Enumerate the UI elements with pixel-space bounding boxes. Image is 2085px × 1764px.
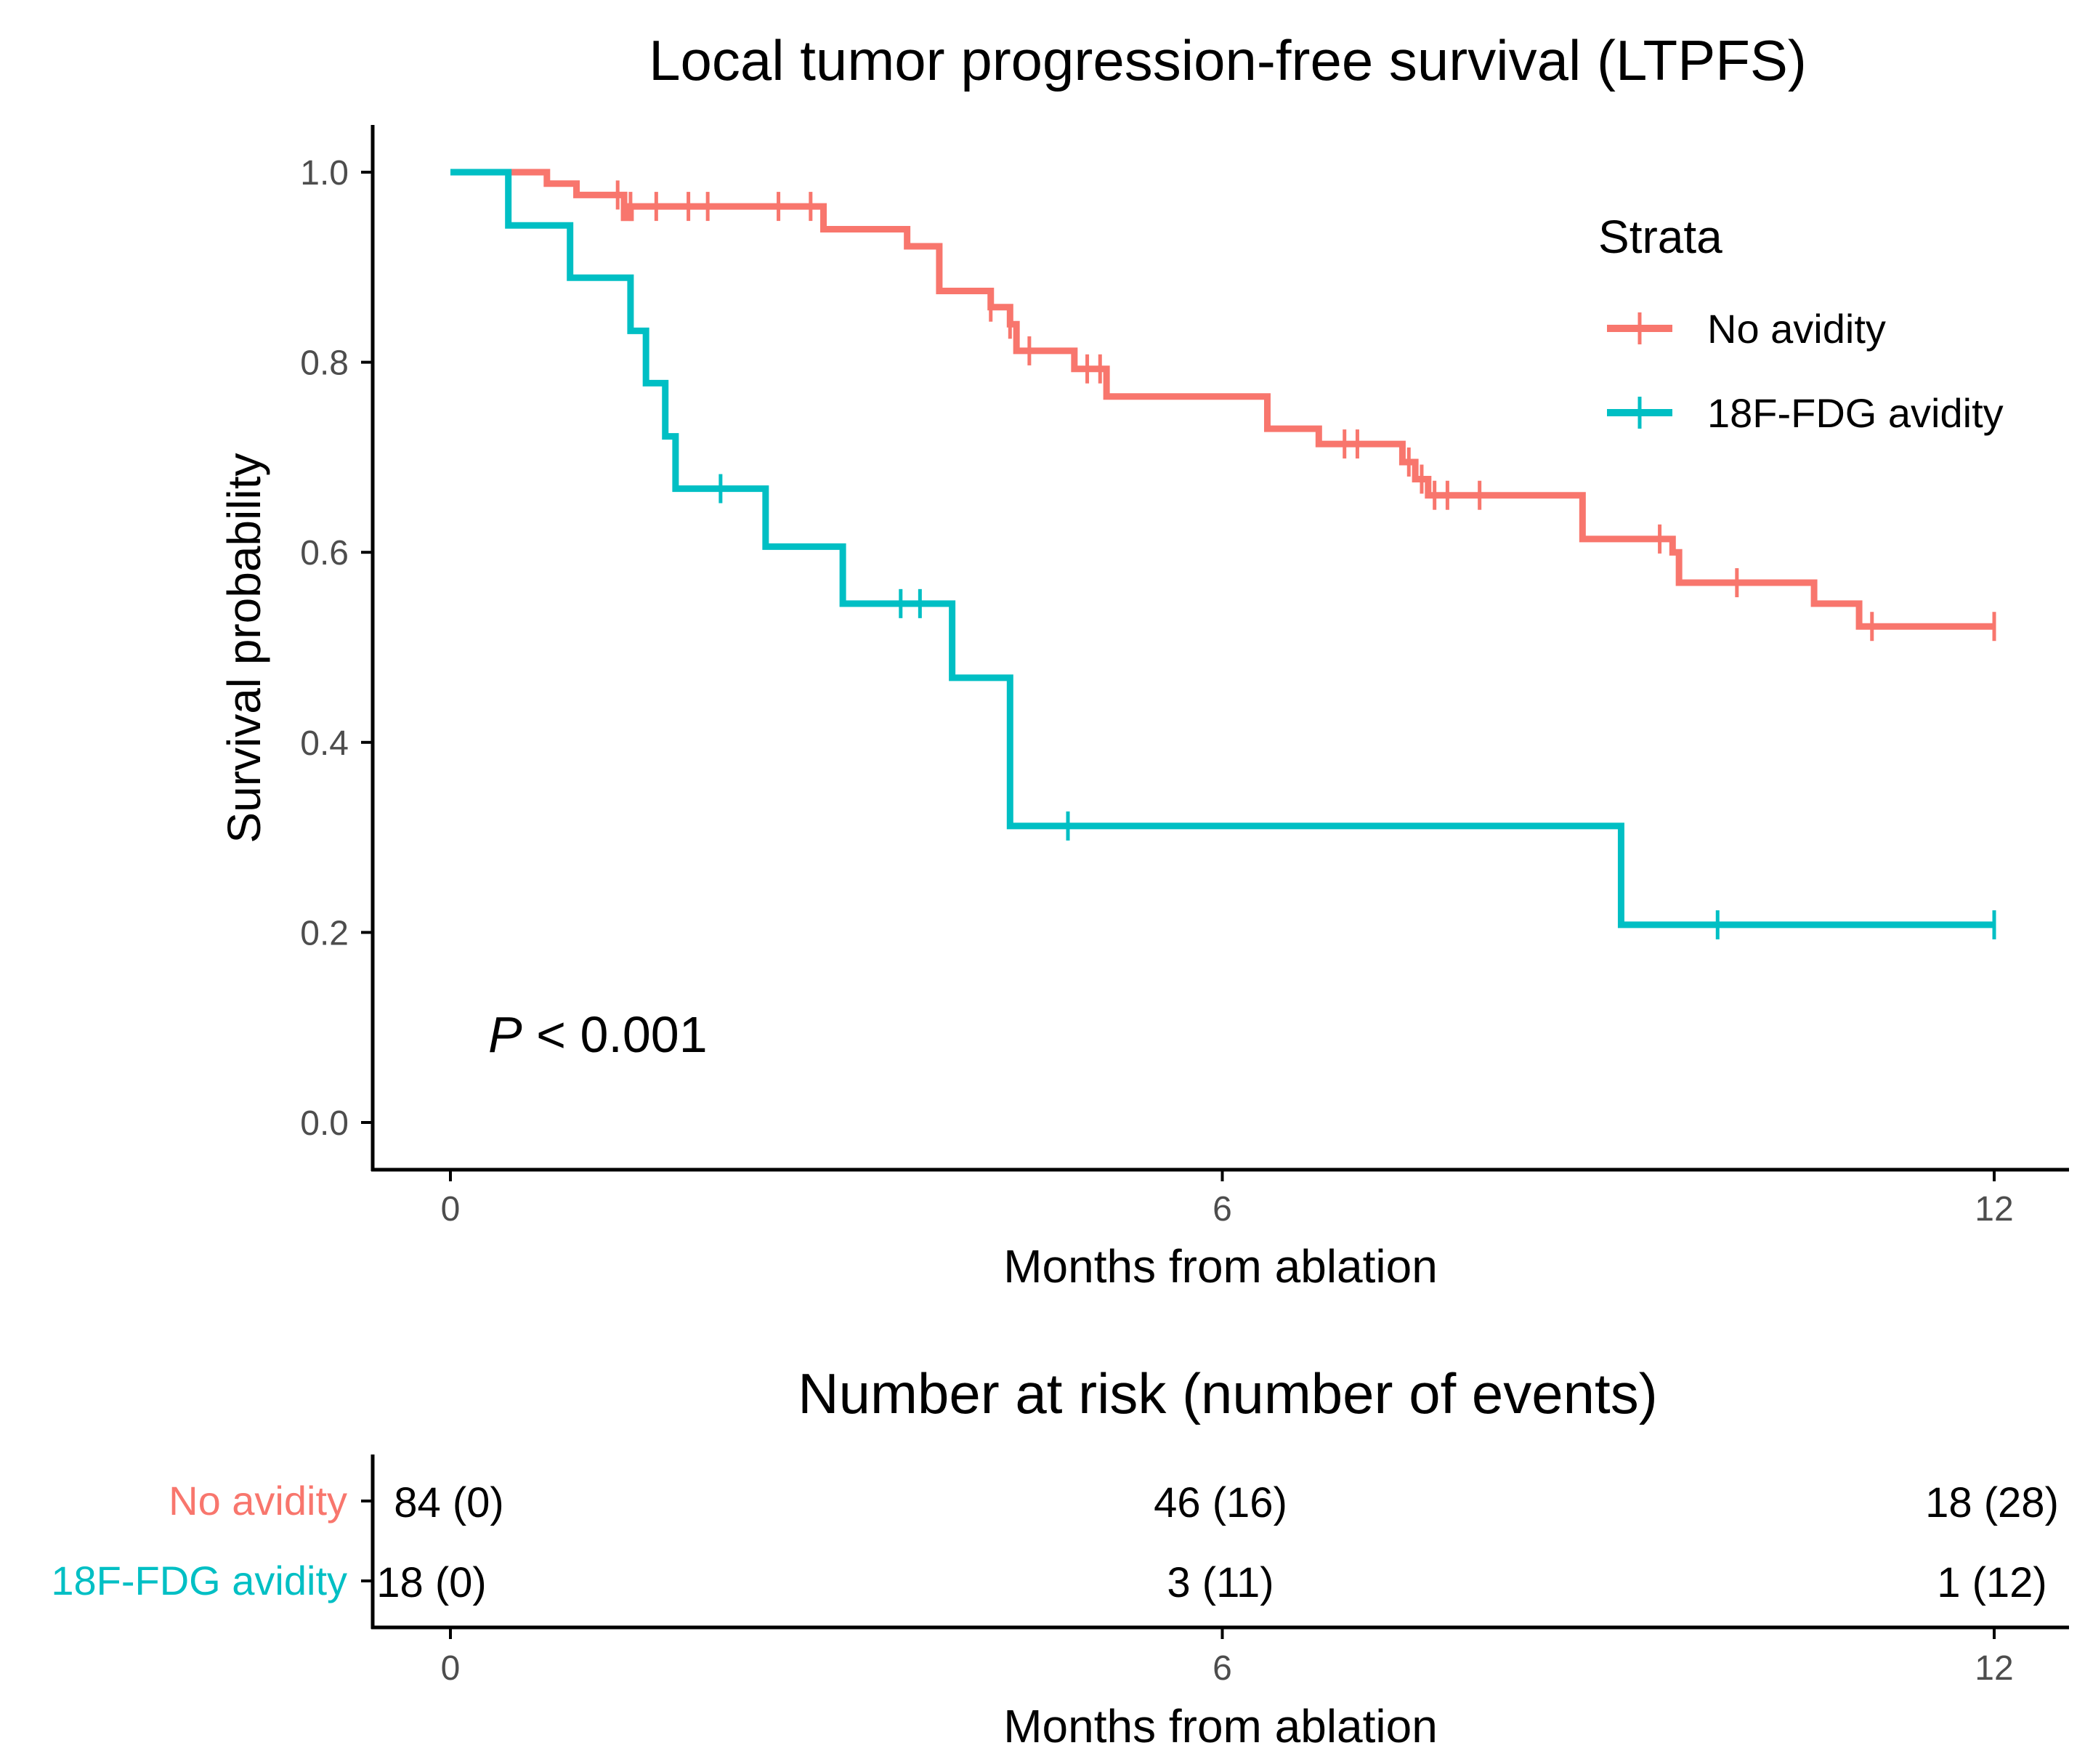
km-curve-fdg-avidity <box>450 169 1994 928</box>
risk-x-tick-label: 6 <box>1212 1649 1232 1688</box>
p-value-annotation: P < 0.001 <box>488 1006 708 1063</box>
risk-row-label-no-avidity: No avidity <box>169 1478 347 1524</box>
risk-x-tick-label: 12 <box>1975 1649 2013 1688</box>
y-tick-label: 1.0 <box>300 154 349 193</box>
chart-title: Local tumor progression-free survival (L… <box>649 28 1807 92</box>
y-tick-label: 0.6 <box>300 534 349 573</box>
risk-cell: 46 (16) <box>1154 1479 1287 1526</box>
legend: Strata No avidity 18F-FDG avidity <box>1598 211 2004 436</box>
y-axis-label: Survival probability <box>218 453 270 843</box>
legend-title: Strata <box>1598 211 1722 263</box>
p-value-text: < 0.001 <box>522 1006 708 1063</box>
legend-item-no-avidity: No avidity <box>1607 306 1886 352</box>
y-tick-label: 0.2 <box>300 914 349 952</box>
legend-label-no-avidity: No avidity <box>1707 306 1886 352</box>
risk-cell: 3 (11) <box>1167 1559 1274 1606</box>
risk-cell: 1 (12) <box>1937 1559 2047 1606</box>
risk-x-tick-label: 0 <box>441 1649 461 1688</box>
x-tick-label: 6 <box>1212 1190 1232 1229</box>
p-symbol: P <box>488 1006 522 1063</box>
legend-item-fdg-avidity: 18F-FDG avidity <box>1607 390 2004 436</box>
y-tick-label: 0.8 <box>300 344 349 383</box>
risk-x-ticks: 0 6 12 <box>441 1627 2014 1688</box>
x-ticks: 0 6 12 <box>441 1170 2014 1229</box>
x-tick-label: 0 <box>441 1190 461 1229</box>
y-ticks: 0.0 0.2 0.4 0.6 0.8 1.0 <box>300 154 373 1143</box>
series-layer <box>450 169 1996 939</box>
x-tick-label: 12 <box>1975 1190 2013 1229</box>
risk-cell: 18 (28) <box>1925 1479 2059 1526</box>
risk-cell: 84 (0) <box>394 1479 504 1526</box>
risk-table: Number at risk (number of events) No avi… <box>51 1362 2069 1752</box>
main-plot: 0.0 0.2 0.4 0.6 0.8 1.0 0 6 12 <box>300 125 2069 1229</box>
legend-label-fdg-avidity: 18F-FDG avidity <box>1707 390 2004 436</box>
risk-table-title: Number at risk (number of events) <box>798 1362 1657 1425</box>
x-axis-label: Months from ablation <box>1003 1240 1438 1292</box>
risk-cell: 18 (0) <box>376 1559 487 1606</box>
risk-row-label-fdg-avidity: 18F-FDG avidity <box>51 1558 347 1603</box>
y-tick-label: 0.4 <box>300 724 349 763</box>
risk-x-axis-label: Months from ablation <box>1003 1700 1438 1752</box>
y-tick-label: 0.0 <box>300 1104 349 1143</box>
